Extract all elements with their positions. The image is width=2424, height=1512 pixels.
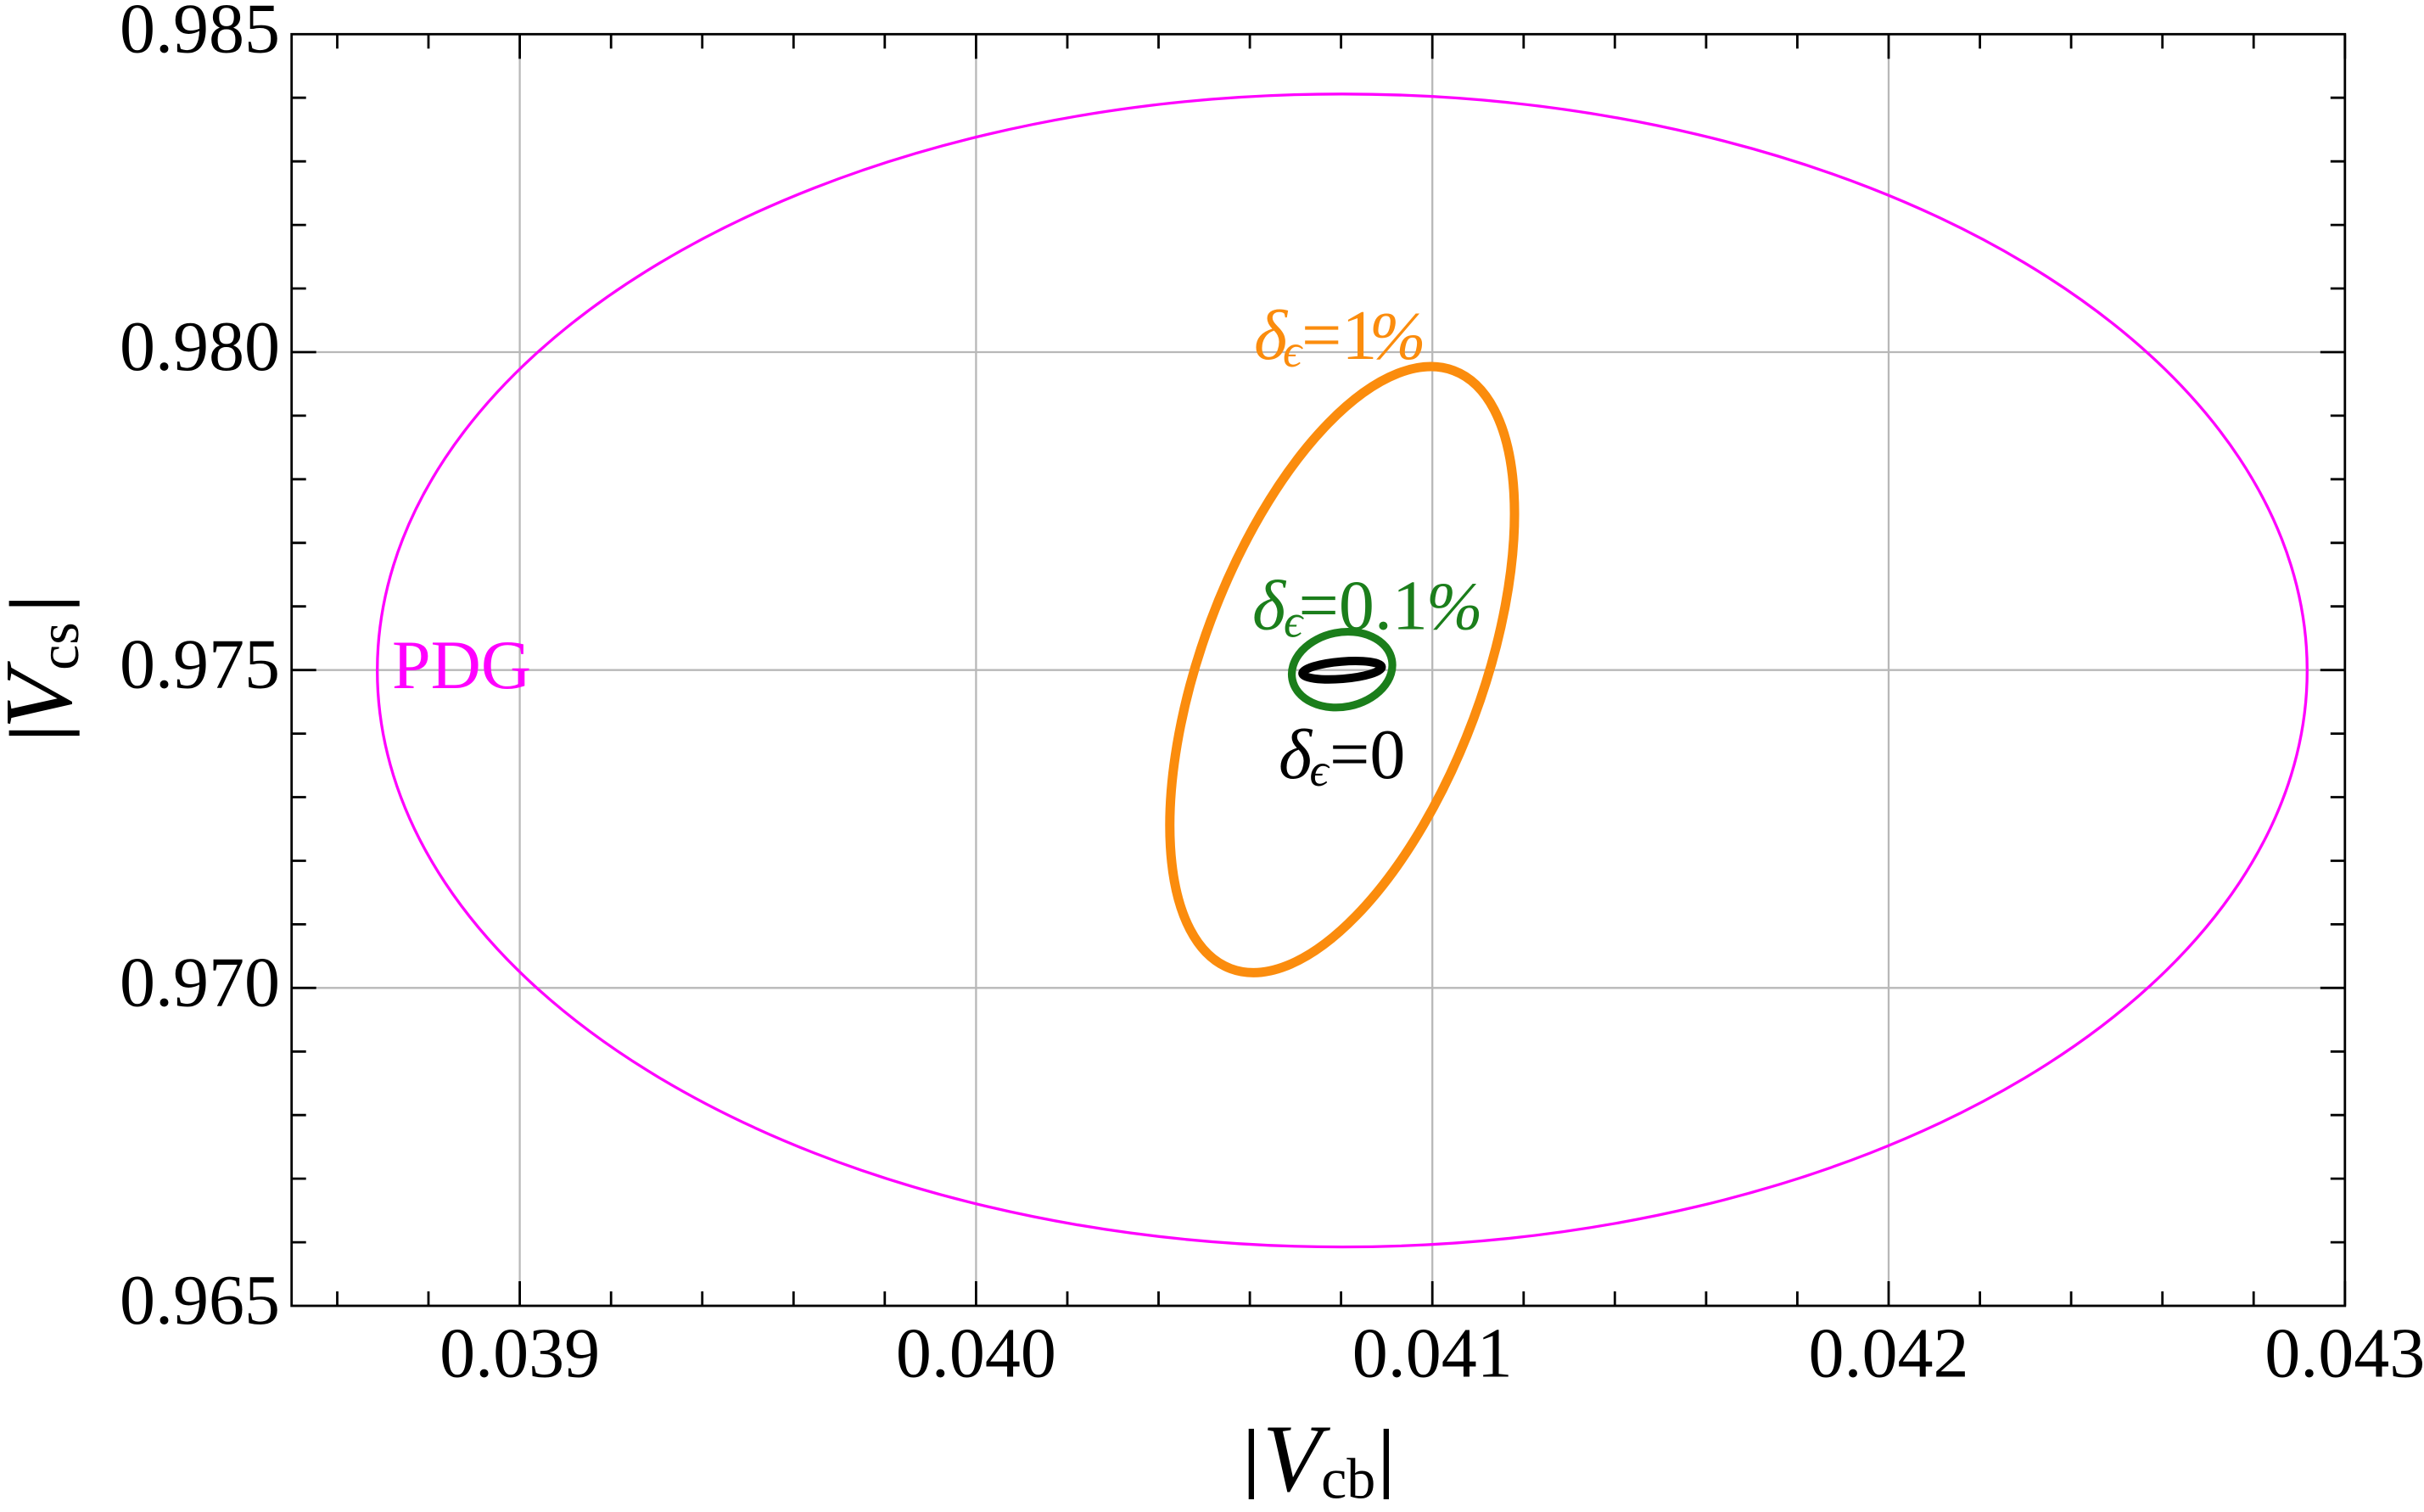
- svg-text:0.039: 0.039: [439, 1313, 600, 1392]
- svg-text:%: %: [1369, 300, 1426, 374]
- svg-text:δ: δ: [1254, 296, 1289, 375]
- svg-text:δ: δ: [1279, 715, 1313, 794]
- svg-text:=1: =1: [1302, 296, 1377, 375]
- svg-text:=0.1: =0.1: [1299, 567, 1428, 646]
- svg-text:ϵ: ϵ: [1310, 744, 1330, 796]
- svg-text:ϵ: ϵ: [1284, 596, 1304, 647]
- svg-text:0.042: 0.042: [1809, 1313, 1969, 1392]
- svg-text:=0: =0: [1330, 715, 1405, 794]
- svg-text:0.980: 0.980: [120, 307, 280, 386]
- svg-text:0.041: 0.041: [1352, 1313, 1513, 1392]
- svg-text:PDG: PDG: [392, 626, 531, 703]
- svg-text:0.970: 0.970: [120, 943, 280, 1022]
- svg-text:0.043: 0.043: [2264, 1313, 2424, 1392]
- svg-text:0.965: 0.965: [120, 1261, 280, 1340]
- svg-text:0.975: 0.975: [120, 625, 280, 704]
- svg-text:Vcs: Vcs: [0, 622, 92, 729]
- svg-text:δ: δ: [1252, 567, 1287, 646]
- svg-text:0.985: 0.985: [120, 0, 280, 68]
- svg-text:Vcb: Vcb: [1262, 1406, 1375, 1512]
- svg-text:ϵ: ϵ: [1283, 325, 1303, 377]
- svg-text:%: %: [1426, 570, 1483, 645]
- svg-text:0.040: 0.040: [896, 1313, 1056, 1392]
